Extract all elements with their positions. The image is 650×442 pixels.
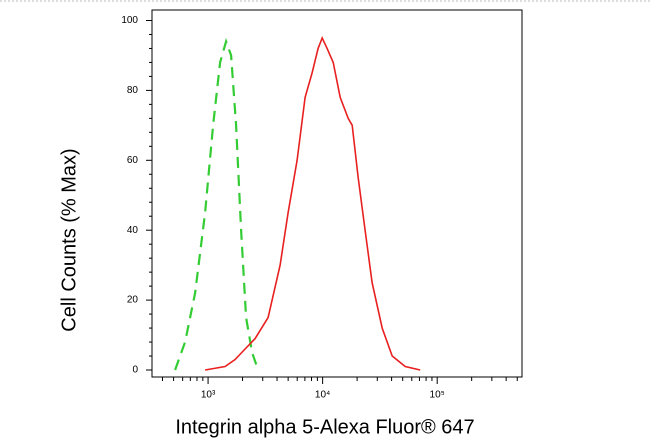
y-tick-label: 100 [121, 15, 138, 26]
y-tick-label: 80 [127, 85, 139, 96]
y-tick-label: 60 [127, 155, 139, 166]
x-axis-title: Integrin alpha 5-Alexa Fluor® 647 [175, 416, 474, 438]
y-tick-label: 0 [132, 365, 138, 376]
x-tick-label: 10³ [201, 390, 216, 401]
y-tick-label: 20 [127, 295, 139, 306]
x-tick-label: 10⁴ [315, 390, 330, 401]
x-tick-label: 10⁵ [430, 390, 445, 401]
y-axis-title: Cell Counts (% Max) [58, 148, 80, 331]
plot-frame [151, 9, 523, 378]
y-tick-label: 40 [127, 225, 139, 236]
series-line [174, 37, 260, 371]
series-line [204, 35, 421, 371]
